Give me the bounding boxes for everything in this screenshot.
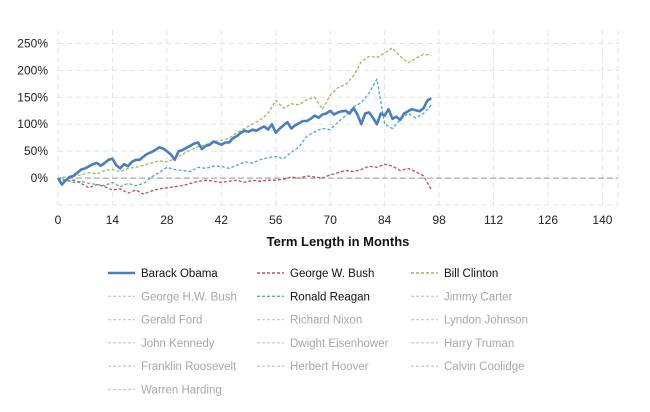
legend-item-lyndon-johnson[interactable]: Lyndon Johnson [411,315,528,327]
x-tick-label: 42 [215,213,229,227]
legend-label: Franklin Roosevelt [141,361,237,373]
legend-item-gerald-ford[interactable]: Gerald Ford [108,315,202,327]
legend-label: Calvin Coolidge [444,361,525,373]
legend-label: Harry Truman [444,338,514,350]
x-tick-label: 98 [432,213,446,227]
legend-label: Richard Nixon [290,315,362,327]
x-tick-label: 70 [324,213,338,227]
legend-label: Herbert Hoover [290,361,369,373]
legend-item-bill-clinton[interactable]: Bill Clinton [411,268,498,280]
y-tick-label: 0% [31,171,49,185]
legend-item-richard-nixon[interactable]: Richard Nixon [257,315,362,327]
legend-label: George W. Bush [290,268,374,280]
x-tick-label: 140 [592,213,612,227]
y-tick-label: 250% [17,36,48,50]
y-tick-label: 150% [17,90,48,104]
legend-item-barack-obama[interactable]: Barack Obama [108,268,218,280]
y-tick-label: 100% [17,117,48,131]
legend-label: George H.W. Bush [141,291,237,303]
legend-label: Ronald Reagan [290,291,370,303]
x-tick-label: 14 [106,213,120,227]
legend-label: Jimmy Carter [444,291,513,303]
series-line-barack-obama [56,97,432,186]
y-tick-label: 50% [24,144,48,158]
x-tick-label: 112 [484,213,503,227]
x-tick-label: 56 [269,213,283,227]
series-line-ronald-reagan [57,78,432,188]
legend-label: Barack Obama [141,268,218,280]
x-axis-title: Term Length in Months [267,234,410,249]
y-tick-label: 200% [17,63,48,77]
x-tick-label: 28 [160,213,174,227]
legend-item-dwight-eisenhower[interactable]: Dwight Eisenhower [257,338,389,350]
legend-item-harry-truman[interactable]: Harry Truman [411,338,514,350]
legend-item-franklin-roosevelt[interactable]: Franklin Roosevelt [108,361,237,373]
legend-label: Warren Harding [141,385,222,397]
legend-label: John Kennedy [141,338,215,350]
y-axis-ticks: 0% 50% 100% 150% 200% 250% [17,36,48,185]
legend-item-john-kennedy[interactable]: John Kennedy [108,338,215,350]
legend-item-ronald-reagan[interactable]: Ronald Reagan [257,291,370,303]
legend-item-george-h-w-bush[interactable]: George H.W. Bush [108,291,237,303]
legend-label: Gerald Ford [141,315,202,327]
series-line-bill-clinton [57,47,432,179]
grid [57,30,619,206]
x-tick-label: 84 [378,213,392,227]
legend-item-george-w-bush[interactable]: George W. Bush [257,268,374,280]
legend-item-herbert-hoover[interactable]: Herbert Hoover [257,361,369,373]
x-tick-label: 126 [538,213,558,227]
legend-item-jimmy-carter[interactable]: Jimmy Carter [411,291,513,303]
legend-item-warren-harding[interactable]: Warren Harding [108,385,222,397]
legend: Barack Obama George W. Bush Bill Clinton Ge… [108,268,528,397]
legend-label: Lyndon Johnson [444,315,528,327]
series-layer [56,47,432,195]
x-axis-ticks: 0 14 28 42 56 70 84 98 112 126 140 [55,213,613,227]
legend-label: Dwight Eisenhower [290,338,389,350]
x-tick-label: 0 [55,213,62,227]
legend-label: Bill Clinton [444,268,498,280]
legend-item-calvin-coolidge[interactable]: Calvin Coolidge [411,361,525,373]
series-line-george-w-bush [57,163,432,195]
